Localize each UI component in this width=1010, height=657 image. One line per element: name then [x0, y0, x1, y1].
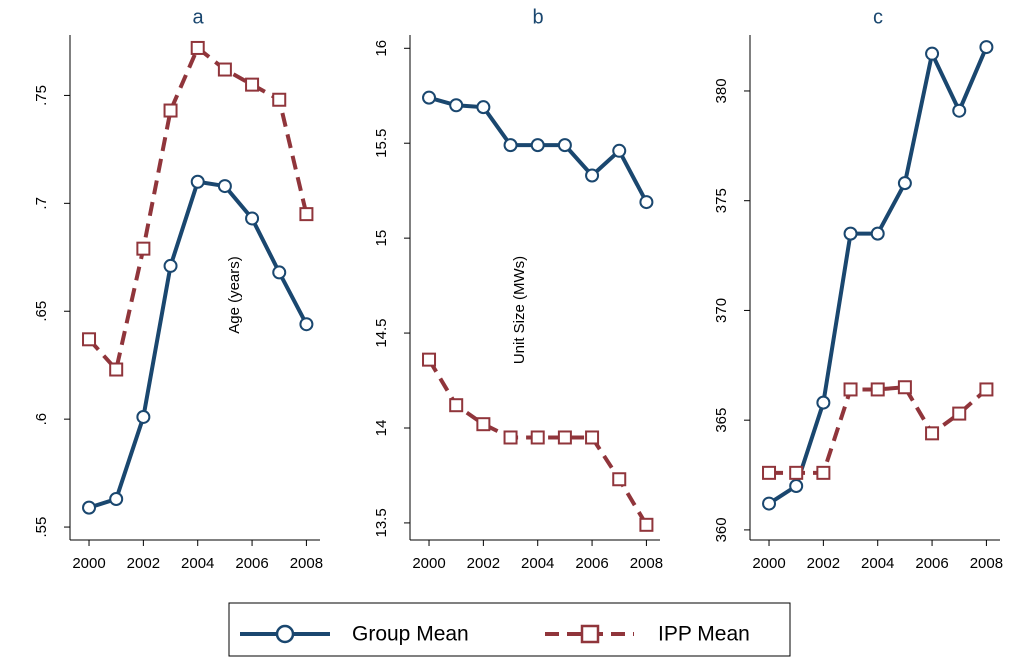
x-tick-label: 2000 — [752, 555, 785, 572]
y-tick-label: 370 — [713, 298, 730, 323]
point — [925, 46, 940, 61]
point — [82, 332, 97, 347]
x-tick-label: 2000 — [412, 555, 445, 572]
point — [530, 430, 545, 445]
point — [476, 100, 491, 115]
point — [762, 496, 777, 511]
point — [585, 430, 600, 445]
y-tick-label: 13.5 — [373, 508, 390, 537]
point — [762, 465, 777, 480]
y-tick-label: .65 — [33, 301, 50, 322]
point — [612, 143, 627, 158]
point — [816, 395, 831, 410]
point — [109, 362, 124, 377]
point — [639, 517, 654, 532]
point — [870, 382, 885, 397]
point — [557, 430, 572, 445]
point — [245, 211, 260, 226]
point — [870, 226, 885, 241]
y-axis-label: Unit Size (MWs) — [511, 256, 528, 364]
point — [136, 409, 151, 424]
point — [163, 258, 178, 273]
panel-title: b — [532, 6, 543, 28]
point — [422, 352, 437, 367]
x-tick-label: 2002 — [807, 555, 840, 572]
point — [82, 500, 97, 515]
legend-marker — [275, 624, 295, 644]
point — [422, 90, 437, 105]
point — [190, 40, 205, 55]
y-tick-label: 365 — [713, 408, 730, 433]
panel-title: a — [192, 6, 204, 28]
y-tick-label: 14 — [373, 420, 390, 437]
point — [503, 430, 518, 445]
y-tick-label: .75 — [33, 85, 50, 106]
x-tick-label: 2008 — [290, 555, 323, 572]
y-tick-label: 15 — [373, 230, 390, 247]
point — [299, 317, 314, 332]
point — [449, 398, 464, 413]
point — [272, 265, 287, 280]
legend-box — [228, 602, 791, 657]
legend-label: Group Mean — [352, 623, 469, 646]
x-tick-label: 2002 — [467, 555, 500, 572]
series-line — [769, 385, 988, 475]
y-tick-label: 15.5 — [373, 129, 390, 158]
point — [585, 168, 600, 183]
point — [816, 465, 831, 480]
x-tick-label: 2004 — [861, 555, 894, 572]
x-tick-label: 2006 — [915, 555, 948, 572]
point — [952, 103, 967, 118]
point — [979, 382, 994, 397]
y-tick-label: .6 — [33, 413, 50, 426]
y-tick-label: 360 — [713, 517, 730, 542]
point — [789, 465, 804, 480]
point — [789, 479, 804, 494]
point — [557, 138, 572, 153]
x-tick-label: 2006 — [235, 555, 268, 572]
point — [897, 380, 912, 395]
point — [843, 382, 858, 397]
point — [217, 62, 232, 77]
y-tick-label: .55 — [33, 517, 50, 538]
series-line — [767, 46, 989, 506]
point — [612, 472, 627, 487]
x-tick-label: 2004 — [521, 555, 554, 572]
y-axis-label: Age (years) — [226, 256, 243, 334]
point — [190, 174, 205, 189]
point — [217, 179, 232, 194]
point — [639, 195, 654, 210]
legend-label: IPP Mean — [658, 623, 750, 646]
point — [843, 226, 858, 241]
point — [109, 491, 124, 506]
point — [897, 176, 912, 191]
x-tick-label: 2008 — [630, 555, 663, 572]
x-tick-label: 2008 — [970, 555, 1003, 572]
panel-title: c — [873, 6, 883, 28]
legend-marker — [580, 624, 600, 644]
y-tick-label: .7 — [33, 197, 50, 210]
x-tick-label: 2004 — [181, 555, 214, 572]
point — [245, 77, 260, 92]
y-tick-label: 14.5 — [373, 318, 390, 347]
point — [925, 426, 940, 441]
point — [503, 138, 518, 153]
x-tick-label: 2000 — [72, 555, 105, 572]
point — [272, 92, 287, 107]
point — [979, 40, 994, 55]
y-tick-label: 375 — [713, 188, 730, 213]
y-tick-label: 380 — [713, 78, 730, 103]
x-tick-label: 2006 — [575, 555, 608, 572]
y-tick-label: 16 — [373, 40, 390, 57]
x-tick-label: 2002 — [127, 555, 160, 572]
point — [952, 406, 967, 421]
point — [299, 207, 314, 222]
point — [163, 103, 178, 118]
point — [476, 417, 491, 432]
point — [136, 241, 151, 256]
point — [449, 98, 464, 113]
point — [530, 138, 545, 153]
